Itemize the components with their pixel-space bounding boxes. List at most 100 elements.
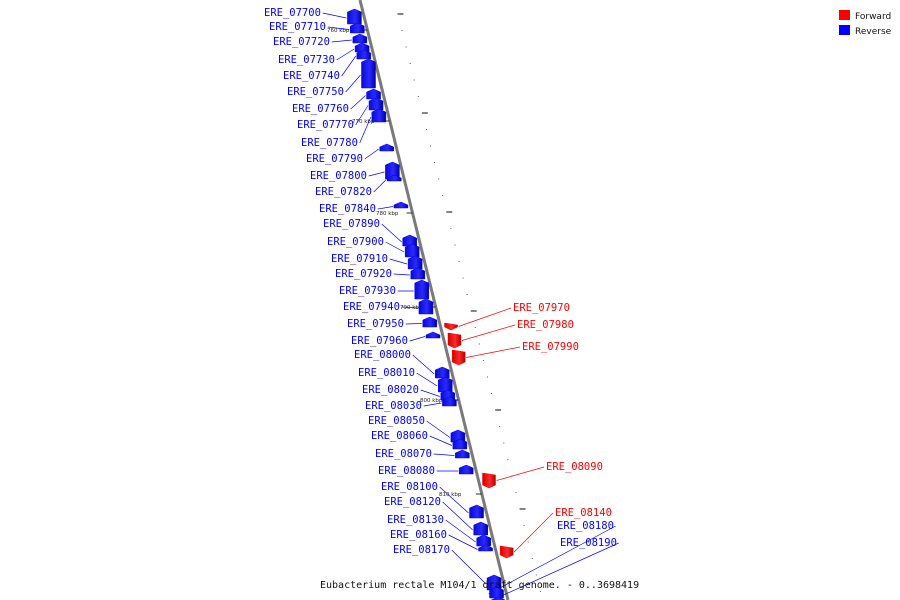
gene-label-ere_07990[interactable]: ERE_07990 [522,341,579,353]
gene-glyph-ere_08100[interactable] [469,504,484,519]
kbp-tick-label: 800 kbp [420,398,443,404]
genome-caption: Eubacterium rectale M104/1 draft genome.… [320,580,639,591]
gene-glyph-ere_07760[interactable] [366,88,381,100]
leader-line-ere_08100 [439,486,469,514]
gene-glyph-ere_07790[interactable] [379,143,395,152]
gene-glyph-ere_07970[interactable] [444,322,458,331]
gene-label-ere_07950[interactable]: ERE_07950 [347,318,404,330]
gene-glyph-ere_07910[interactable] [407,255,423,270]
kbp-tick-label: 810 kbp [439,492,462,498]
kbp-tick-label: 780 kbp [376,211,399,217]
gene-glyph-ere_07960[interactable] [425,331,441,339]
gene-glyphs [347,8,514,600]
gene-glyph-ere_08090[interactable] [482,472,496,489]
gene-label-ere_08000[interactable]: ERE_08000 [354,349,411,361]
gene-label-ere_08070[interactable]: ERE_08070 [375,448,432,460]
gene-glyph-ere_08070[interactable] [455,449,470,459]
gene-label-ere_07750[interactable]: ERE_07750 [287,86,344,98]
gene-glyph-ere_07820[interactable] [387,174,402,182]
gene-label-ere_07930[interactable]: ERE_07930 [339,285,396,297]
gene-label-ere_07960[interactable]: ERE_07960 [351,335,408,347]
leader-line-ere_07740 [341,55,357,77]
gene-label-ere_08090[interactable]: ERE_08090 [546,461,603,473]
gene-glyph-ere_07890[interactable] [402,234,417,247]
gene-glyph-ere_07900[interactable] [404,243,420,258]
gene-label-ere_07790[interactable]: ERE_07790 [306,153,363,165]
gene-glyph-ere_07780[interactable] [371,108,387,123]
gene-glyph-ere_08010[interactable] [437,376,453,393]
genome-axis [358,0,510,600]
gene-label-ere_08120[interactable]: ERE_08120 [384,496,441,508]
gene-glyph-ere_07700[interactable] [347,8,362,25]
gene-label-ere_08080[interactable]: ERE_08080 [378,465,435,477]
gene-label-ere_08130[interactable]: ERE_08130 [387,514,444,526]
leader-line-ere_07720 [331,39,352,43]
gene-label-ere_08020[interactable]: ERE_08020 [362,384,419,396]
gene-label-ere_07920[interactable]: ERE_07920 [335,268,392,280]
gene-glyph-ere_07840[interactable] [393,201,409,209]
gene-label-ere_07760[interactable]: ERE_07760 [292,103,349,115]
gene-label-ere_07720[interactable]: ERE_07720 [273,36,330,48]
gene-label-ere_07780[interactable]: ERE_07780 [301,137,358,149]
leader-line-ere_07760 [350,95,366,110]
gene-glyph-ere_08120[interactable] [473,521,488,536]
gene-glyph-ere_08130[interactable] [476,534,491,547]
gene-label-ere_07710[interactable]: ERE_07710 [269,21,326,33]
gene-glyph-ere_07740[interactable] [356,49,372,60]
leader-line-ere_07890 [381,223,402,243]
gene-label-ere_08010[interactable]: ERE_08010 [358,367,415,379]
gene-label-ere_07940[interactable]: ERE_07940 [343,301,400,313]
gene-glyph-ere_07950[interactable] [422,316,438,328]
gene-label-ere_08030[interactable]: ERE_08030 [365,400,422,412]
gene-glyph-ere_07720[interactable] [352,33,368,44]
gene-glyph-ere_07930[interactable] [414,279,430,300]
gene-glyph-ere_08080[interactable] [458,464,474,475]
leader-line-ere_08190 [491,542,619,600]
gene-glyph-ere_08060[interactable] [452,438,468,450]
gene-glyph-ere_07990[interactable] [451,349,466,366]
gene-label-ere_08160[interactable]: ERE_08160 [390,529,447,541]
leader-line-ere_07940 [401,306,418,309]
leader-line-ere_07900 [385,241,405,253]
gene-glyph-ere_07980[interactable] [447,332,462,349]
leader-line-ere_07730 [336,48,355,61]
gene-label-ere_07700[interactable]: ERE_07700 [264,7,321,19]
gene-label-ere_07900[interactable]: ERE_07900 [327,236,384,248]
gene-label-ere_08050[interactable]: ERE_08050 [368,415,425,427]
gene-label-ere_07770[interactable]: ERE_07770 [297,119,354,131]
leader-line-ere_07980 [461,324,516,341]
leader-line-ere_07800 [368,171,385,177]
leader-line-ere_07780 [359,116,372,144]
gene-label-ere_08140[interactable]: ERE_08140 [555,507,612,519]
leader-line-ere_08130 [445,519,476,543]
gene-label-ere_07890[interactable]: ERE_07890 [323,218,380,230]
gene-label-ere_08190[interactable]: ERE_08190 [560,537,617,549]
leader-line-ere_07750 [345,74,361,93]
gene-glyph-ere_08030[interactable] [442,396,457,407]
legend-reverse-swatch [839,25,850,35]
gene-glyph-ere_07920[interactable] [410,267,426,280]
gene-label-ere_07800[interactable]: ERE_07800 [310,170,367,182]
gene-label-ere_08170[interactable]: ERE_08170 [393,544,450,556]
gene-glyph-ere_08000[interactable] [435,366,450,379]
gene-label-ere_07840[interactable]: ERE_07840 [319,203,376,215]
leader-line-ere_07920 [393,273,410,276]
gene-glyph-ere_08140[interactable] [499,545,514,559]
gene-glyph-ere_07940[interactable] [418,298,434,315]
leader-line-ere_08000 [412,354,435,375]
gene-glyph-ere_07770[interactable] [368,97,384,111]
gene-label-ere_07910[interactable]: ERE_07910 [331,253,388,265]
gene-label-ere_07820[interactable]: ERE_07820 [315,186,372,198]
gene-label-ere_07970[interactable]: ERE_07970 [513,302,570,314]
leader-line-ere_08050 [426,420,451,438]
gene-glyph-ere_07750[interactable] [361,58,376,89]
gene-label-ere_07740[interactable]: ERE_07740 [283,70,340,82]
gene-label-ere_08180[interactable]: ERE_08180 [557,520,614,532]
gene-glyph-ere_07710[interactable] [350,22,365,34]
gene-label-ere_07980[interactable]: ERE_07980 [517,319,574,331]
kbp-tick-label: 770 kbp [352,119,375,125]
gene-label-ere_07730[interactable]: ERE_07730 [278,54,335,66]
gene-glyph-ere_08160[interactable] [478,544,493,552]
gene-label-ere_08100[interactable]: ERE_08100 [381,481,438,493]
gene-label-ere_08060[interactable]: ERE_08060 [371,430,428,442]
